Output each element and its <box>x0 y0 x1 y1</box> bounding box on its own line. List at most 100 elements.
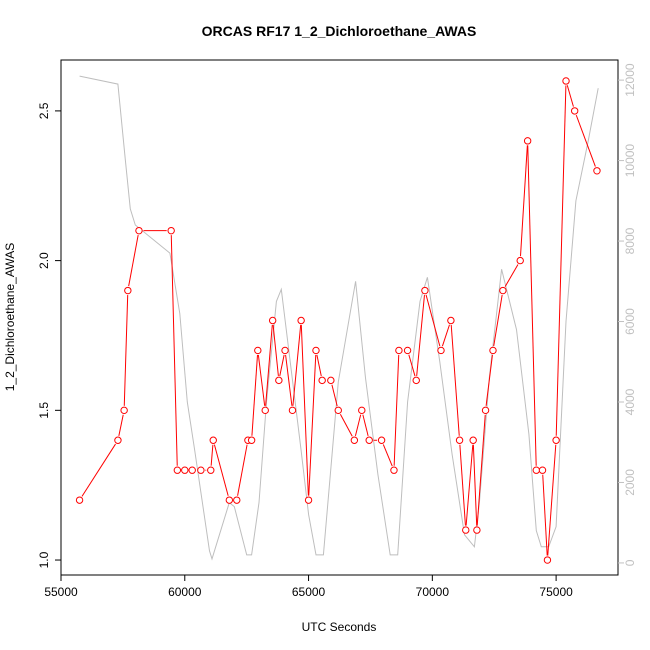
y2-tick-label: 10000 <box>623 144 637 178</box>
data-point <box>473 526 481 534</box>
series-segment <box>459 444 466 526</box>
y-axis: 1.0 1.5 2.0 2.5 <box>37 102 61 568</box>
series-segment <box>476 414 486 526</box>
data-point <box>377 436 386 444</box>
data-point <box>499 286 507 295</box>
data-point <box>207 466 215 474</box>
data-point <box>469 436 477 444</box>
series-segment <box>555 85 567 436</box>
chart-title: ORCAS RF17 1_2_Dichloroethane_AWAS <box>202 23 477 39</box>
data-point <box>562 77 570 85</box>
data-point <box>447 316 455 325</box>
y2-tick-label: 8000 <box>623 227 637 254</box>
data-point <box>327 376 335 385</box>
x-axis-label: UTC Seconds <box>302 620 377 634</box>
data-point <box>254 346 262 355</box>
data-point <box>412 376 420 385</box>
series-segment <box>493 294 503 347</box>
y-tick-label: 1.0 <box>37 551 51 568</box>
data-point <box>481 406 490 415</box>
series-segment <box>265 324 273 406</box>
series-segment <box>465 444 474 526</box>
series-segment <box>527 145 537 466</box>
series-segment <box>441 324 450 347</box>
series-segment <box>485 354 493 406</box>
series-segment <box>519 145 528 257</box>
data-point <box>403 346 412 355</box>
y-tick-label: 1.5 <box>37 402 51 419</box>
data-point <box>350 436 359 444</box>
x-tick-label: 75000 <box>539 585 573 599</box>
series-segment <box>472 444 478 526</box>
series-segment <box>213 444 229 496</box>
data-point <box>334 406 342 415</box>
data-point <box>523 137 532 145</box>
series-segment <box>408 354 416 377</box>
data-point <box>167 226 175 235</box>
data-point <box>225 496 234 504</box>
series-segment <box>308 354 317 496</box>
data-point <box>489 346 497 355</box>
series-segment <box>257 354 266 406</box>
data-point <box>233 496 241 504</box>
data-point <box>318 376 326 385</box>
series-segment <box>316 354 322 377</box>
x-axis: 55000 60000 65000 70000 75000 <box>44 575 573 599</box>
data-point <box>120 406 128 415</box>
series-segment <box>237 444 248 496</box>
series-segment <box>118 414 124 436</box>
data-point <box>181 466 189 474</box>
data-point <box>288 406 297 415</box>
series-segment <box>566 85 574 107</box>
x-tick-label: 60000 <box>168 585 202 599</box>
data-point <box>570 107 579 115</box>
series-segment <box>331 384 338 407</box>
data-point <box>543 556 552 564</box>
data-point <box>455 436 464 444</box>
series-segment <box>382 444 393 467</box>
series-segment <box>81 443 116 497</box>
data-point <box>114 436 122 444</box>
y2-tick-label: 4000 <box>623 388 637 415</box>
series-segment <box>279 354 285 377</box>
x-tick-label: 55000 <box>44 585 78 599</box>
series-segment <box>123 295 129 406</box>
series-segment <box>285 354 293 406</box>
data-point <box>593 167 601 175</box>
data-point <box>437 346 445 355</box>
secondary-y-axis: 0 2000 4000 6000 8000 10000 12000 <box>618 63 637 566</box>
data-point <box>532 466 541 474</box>
y2-tick-label: 2000 <box>623 469 637 496</box>
data-point <box>304 496 313 504</box>
y2-tick-label: 0 <box>623 559 637 566</box>
data-point <box>462 526 470 534</box>
data-point <box>421 286 429 295</box>
series-segment <box>393 354 400 466</box>
data-point <box>75 496 84 504</box>
data-point <box>281 346 289 355</box>
data-point <box>538 466 547 474</box>
series-segment <box>210 444 214 466</box>
series-segment <box>425 294 441 347</box>
data-point <box>247 436 256 444</box>
y-axis-label: 1_2_Dichloroethane_AWAS <box>3 243 17 392</box>
data-point <box>552 436 560 444</box>
data-point <box>395 346 403 355</box>
data-point <box>197 466 205 474</box>
data-point <box>268 316 277 325</box>
series-segment <box>450 324 460 436</box>
data-point <box>312 346 320 355</box>
data-point <box>390 466 398 474</box>
data-point <box>135 226 143 235</box>
x-tick-label: 65000 <box>292 585 326 599</box>
data-point <box>261 406 269 415</box>
data-point <box>275 376 283 385</box>
y2-tick-label: 12000 <box>623 63 637 97</box>
data-point <box>297 316 305 325</box>
plot-frame <box>60 59 619 576</box>
series-segment <box>354 414 362 437</box>
series-segment <box>542 474 548 556</box>
series-segment <box>504 264 519 287</box>
series-segment <box>300 324 309 496</box>
